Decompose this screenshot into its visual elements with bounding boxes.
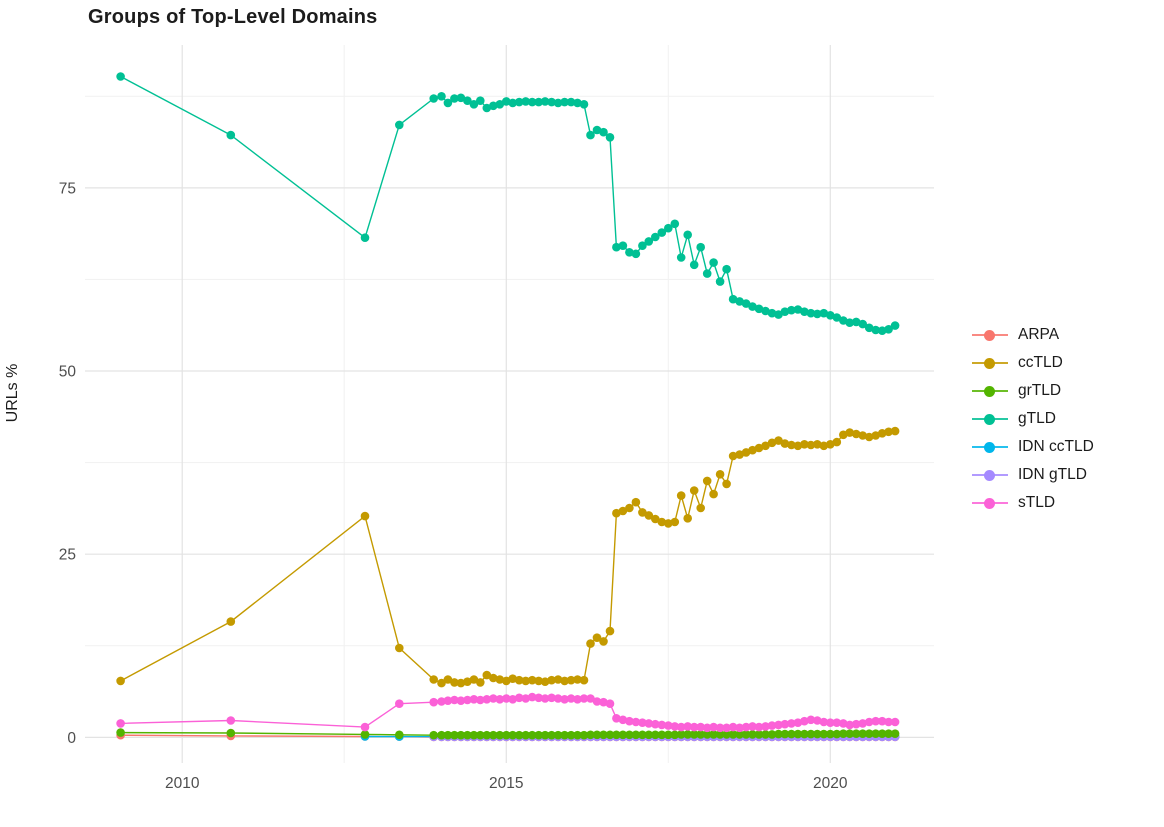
series-gTLD — [116, 72, 900, 336]
svg-text:0: 0 — [67, 730, 76, 747]
legend: ARPA ccTLD grTLD gTLD IDN ccTLD IDN gTLD sTLD — [972, 321, 1094, 517]
legend-label: ARPA — [1018, 326, 1060, 343]
legend-label: IDN ccTLD — [1018, 438, 1094, 455]
legend-item: IDN gTLD — [972, 461, 1094, 489]
legend-item: ccTLD — [972, 349, 1094, 377]
svg-text:2010: 2010 — [165, 775, 200, 792]
x-tick-labels: 2010 2015 2020 — [165, 775, 848, 792]
svg-text:2020: 2020 — [813, 775, 848, 792]
series-ccTLD — [116, 426, 900, 688]
legend-item: ARPA — [972, 321, 1094, 349]
legend-label: ccTLD — [1018, 354, 1063, 371]
legend-key-icon — [972, 412, 1008, 427]
gridlines-minor — [85, 45, 934, 763]
svg-text:75: 75 — [59, 180, 76, 197]
legend-label: gTLD — [1018, 410, 1056, 427]
legend-item: grTLD — [972, 377, 1094, 405]
legend-key-icon — [972, 356, 1008, 371]
legend-key-icon — [972, 440, 1008, 455]
svg-text:50: 50 — [59, 364, 77, 381]
series-grTLD — [116, 728, 900, 740]
legend-key-icon — [972, 496, 1008, 511]
legend-key-icon — [972, 468, 1008, 483]
legend-label: IDN gTLD — [1018, 466, 1087, 483]
y-tick-labels: 0 25 50 75 — [59, 180, 77, 747]
legend-item: gTLD — [972, 405, 1094, 433]
legend-label: grTLD — [1018, 382, 1062, 399]
legend-label: sTLD — [1018, 494, 1056, 511]
chart-title: Groups of Top-Level Domains — [88, 6, 378, 28]
svg-text:25: 25 — [59, 547, 76, 564]
legend-key-icon — [972, 328, 1008, 343]
legend-key-icon — [972, 384, 1008, 399]
series-sTLD — [116, 692, 900, 733]
legend-item: IDN ccTLD — [972, 433, 1094, 461]
legend-item: sTLD — [972, 489, 1094, 517]
gridlines-major — [85, 45, 934, 763]
svg-text:2015: 2015 — [489, 775, 523, 792]
